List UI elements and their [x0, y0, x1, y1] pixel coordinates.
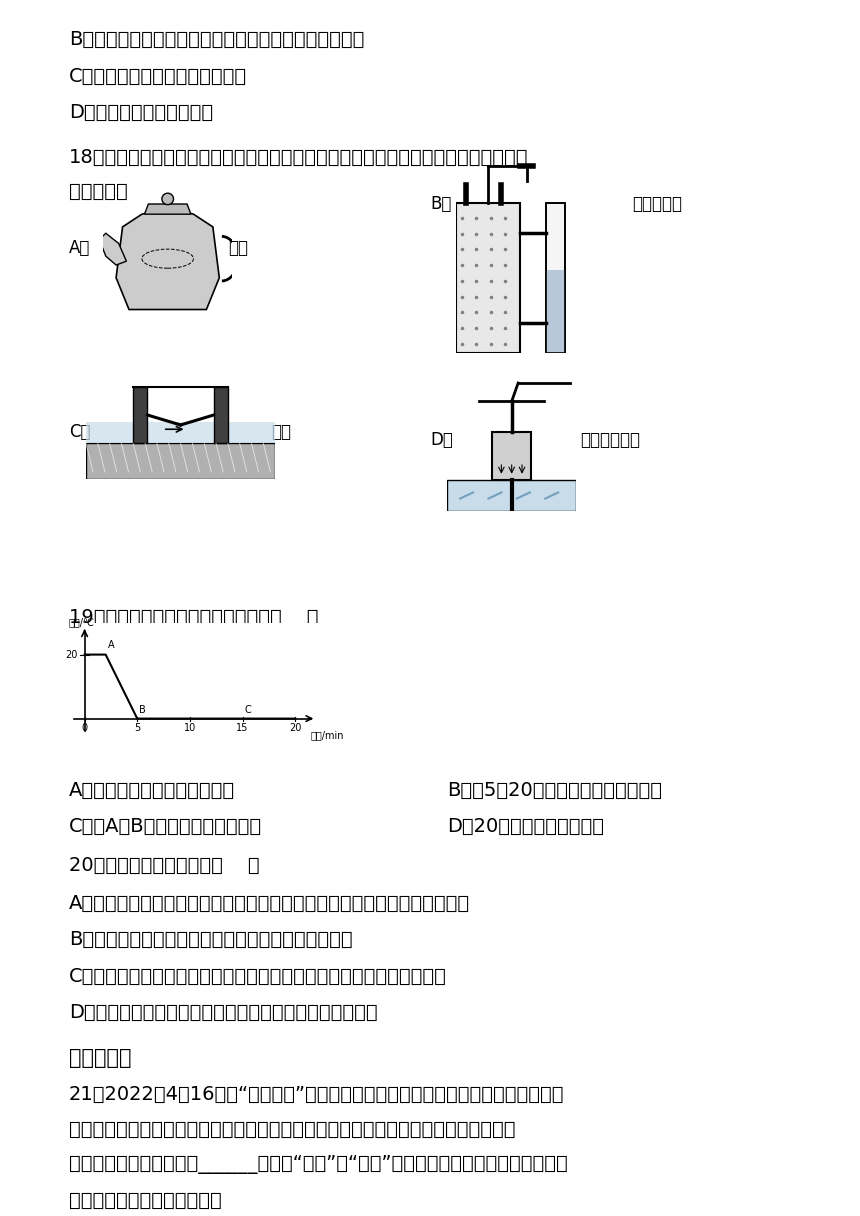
- Text: 19．如图所示，是某液体的凝固图象（    ）: 19．如图所示，是某液体的凝固图象（ ）: [69, 608, 318, 627]
- Text: 保障了宇航员和设备的安全。: 保障了宇航员和设备的安全。: [69, 1190, 222, 1210]
- Text: B．第5至20分钟之间放热，温度不变: B．第5至20分钟之间放热，温度不变: [447, 781, 662, 800]
- Text: A: A: [108, 640, 114, 649]
- Text: A．当该液体凝固后，它是晶体: A．当该液体凝固后，它是晶体: [69, 781, 235, 800]
- Text: C．只增大运动的物体与接触面的受力面积，它们之间的滑动摩擦力不变: C．只增大运动的物体与接触面的受力面积，它们之间的滑动摩擦力不变: [69, 967, 446, 986]
- Text: 温度/℃: 温度/℃: [69, 618, 95, 627]
- Text: C．米袋受到向右的摩擦力的作用: C．米袋受到向右的摩擦力的作用: [69, 67, 247, 86]
- Text: 18．连通器在日常生产和生活中有着广泛的应用，在如图所示的事例中，利用连通器原: 18．连通器在日常生产和生活中有着广泛的应用，在如图所示的事例中，利用连通器原: [69, 148, 528, 168]
- Text: 茶壶: 茶壶: [228, 240, 248, 257]
- Text: 5: 5: [134, 724, 140, 733]
- Text: D．米袋不受摩擦力的作用: D．米袋不受摩擦力的作用: [69, 103, 213, 123]
- Text: B: B: [139, 705, 146, 715]
- Polygon shape: [99, 233, 126, 265]
- Polygon shape: [116, 208, 219, 310]
- Polygon shape: [144, 204, 191, 214]
- Text: D．压强在数值上等于物体一定受力面积上受到的压力大小: D．压强在数值上等于物体一定受力面积上受到的压力大小: [69, 1003, 378, 1023]
- Circle shape: [162, 193, 174, 204]
- Text: 船闸: 船闸: [271, 423, 291, 440]
- Text: 锅炉水位计: 锅炉水位计: [632, 196, 682, 213]
- Text: B．滑动摩擦力的方向一定与物体相对运动的方向相反: B．滑动摩擦力的方向一定与物体相对运动的方向相反: [69, 930, 353, 950]
- Polygon shape: [133, 387, 148, 444]
- Text: 20．下列说法中正确的是（    ）: 20．下列说法中正确的是（ ）: [69, 856, 260, 876]
- Polygon shape: [456, 203, 520, 353]
- Text: 21．2022年4月16日，“天宫一号”的三位宇航员乘坐返回舟回到了地球。进入大气层: 21．2022年4月16日，“天宫一号”的三位宇航员乘坐返回舟回到了地球。进入大…: [69, 1085, 564, 1104]
- Text: 三、填空题: 三、填空题: [69, 1048, 132, 1068]
- Polygon shape: [546, 203, 566, 353]
- Text: C．在A、B之间处于固液共存状态: C．在A、B之间处于固液共存状态: [69, 817, 262, 837]
- Polygon shape: [447, 480, 576, 511]
- Text: 时，返回舟外包裹的烧蚀材料在高温下发生分解、燕化、蔒发和升华等变化。烧蚀材料: 时，返回舟外包裹的烧蚀材料在高温下发生分解、燕化、蔒发和升华等变化。烧蚀材料: [69, 1120, 515, 1139]
- Text: 发生上述变化的过程中会______（选填“吸收”或“放出”）热量，使舟内保持合适的温度，: 发生上述变化的过程中会______（选填“吸收”或“放出”）热量，使舟内保持合适…: [69, 1155, 568, 1175]
- Text: 20: 20: [289, 724, 301, 733]
- Text: C．: C．: [69, 423, 90, 440]
- Text: 15: 15: [237, 724, 249, 733]
- Text: D．20分钟后处于液体状态: D．20分钟后处于液体状态: [447, 817, 605, 837]
- Polygon shape: [86, 444, 275, 479]
- Text: 0: 0: [82, 724, 88, 733]
- Text: 10: 10: [184, 724, 196, 733]
- Text: B．米袋所受重力与传送带对米袋的支持力是一对平衡力: B．米袋所受重力与传送带对米袋的支持力是一对平衡力: [69, 30, 364, 50]
- Text: C: C: [244, 705, 251, 715]
- Text: 时间/min: 时间/min: [311, 730, 345, 739]
- Text: B．: B．: [430, 196, 452, 213]
- Polygon shape: [213, 387, 228, 444]
- Text: D．: D．: [430, 432, 453, 449]
- Text: 20: 20: [64, 649, 77, 659]
- Text: A．: A．: [69, 240, 90, 257]
- Polygon shape: [86, 422, 275, 444]
- Polygon shape: [546, 270, 566, 353]
- Text: 活塞式抽水机: 活塞式抽水机: [580, 432, 641, 449]
- Text: 理工作的是: 理工作的是: [69, 182, 127, 202]
- Polygon shape: [492, 432, 531, 480]
- Text: A．弹簧测力计的原理是在弹性限度内，弹簧的伸长量与其受到的拉力成正比: A．弹簧测力计的原理是在弹性限度内，弹簧的伸长量与其受到的拉力成正比: [69, 894, 470, 913]
